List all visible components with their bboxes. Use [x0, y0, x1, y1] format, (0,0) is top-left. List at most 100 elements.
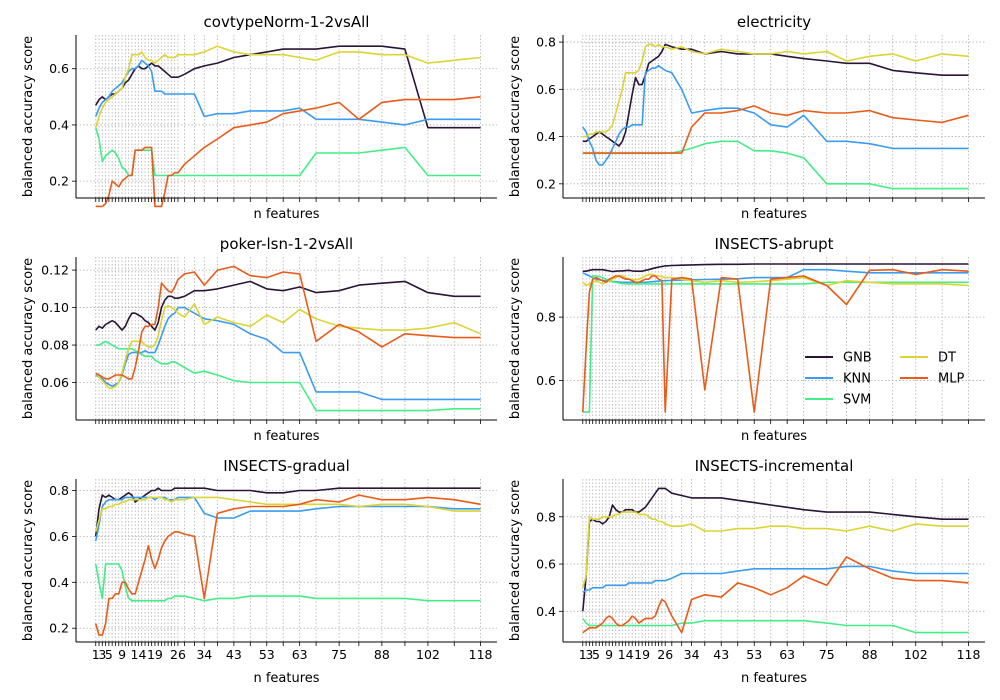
y-tick-label: 0.10: [41, 300, 69, 315]
x-axis-label: n features: [253, 207, 319, 222]
y-axis-label: balanced accuracy score: [508, 480, 523, 641]
y-tick-label: 0.4: [49, 117, 69, 132]
x-tick-label: 3: [98, 647, 106, 662]
x-tick-label: 88: [862, 647, 878, 662]
x-tick-label: 14: [618, 647, 634, 662]
series-line-mlp: [582, 556, 969, 634]
series-line-gnb: [95, 280, 481, 331]
x-tick-label: 1: [579, 647, 587, 662]
y-tick-label: 0.08: [41, 338, 69, 353]
x-tick-label: 53: [259, 647, 275, 662]
y-tick-label: 0.8: [536, 310, 556, 325]
series-line-knn: [94, 59, 481, 126]
y-tick-label: 0.8: [49, 483, 69, 498]
series-line-dt: [94, 496, 481, 533]
series-line-svm: [582, 275, 969, 413]
legend: GNB KNN SVM DT MLP: [805, 351, 964, 408]
series-line-svm: [95, 340, 481, 412]
series-line-gnb: [94, 487, 481, 537]
x-tick-label: 118: [469, 647, 493, 662]
legend-label-svm: SVM: [843, 393, 871, 408]
series-line-gnb: [582, 263, 969, 273]
y-tick-label: 0.6: [49, 529, 69, 544]
x-axis-label: n features: [741, 671, 807, 686]
series-line-knn: [95, 306, 481, 401]
x-tick-label: 14: [131, 647, 147, 662]
x-tick-label: 88: [374, 647, 390, 662]
legend-label-dt: DT: [938, 351, 956, 366]
legend-label-mlp: MLP: [938, 372, 964, 387]
x-axis-label: n features: [741, 429, 807, 444]
series-line-knn: [94, 496, 481, 542]
x-tick-label: 43: [713, 647, 729, 662]
x-tick-label: 75: [819, 647, 835, 662]
x-tick-label: 19: [147, 647, 163, 662]
x-tick-label: 9: [605, 647, 613, 662]
y-tick-label: 0.2: [49, 174, 69, 189]
series-line-gnb: [582, 487, 969, 612]
panel-title: INSECTS-incremental: [695, 457, 854, 475]
y-tick-label: 0.4: [49, 575, 69, 590]
chart-panel-4: 0.6 0.8 INSECTS-abrupt n features balanced a…: [508, 235, 985, 444]
series-line-dt: [582, 511, 969, 588]
chart-panel-3: 0.06 0.08 0.10 0.12 poker-lsn-1-2vsAll n feat…: [21, 235, 497, 444]
x-tick-label: 5: [592, 647, 600, 662]
y-axis-label: balanced accuracy score: [508, 258, 523, 419]
y-tick-label: 0.6: [536, 82, 556, 97]
series-line-svm: [94, 563, 481, 602]
x-axis-label: n features: [253, 671, 319, 686]
y-tick-label: 0.2: [49, 621, 69, 636]
x-axis-label: n features: [253, 429, 319, 444]
y-tick-label: 0.06: [41, 375, 69, 390]
y-tick-label: 0.4: [536, 604, 556, 619]
x-tick-label: 102: [416, 647, 440, 662]
x-tick-label: 5: [105, 647, 113, 662]
y-tick-label: 0.8: [536, 509, 556, 524]
series-line-dt: [95, 302, 481, 389]
panel-title: poker-lsn-1-2vsAll: [220, 235, 353, 253]
chart-panel-6: 135 9 14 19 26 34 43 53 63 75 88 102 118 0.4 0.6 0.8 INS…: [508, 457, 985, 686]
panel-title: INSECTS-gradual: [223, 457, 349, 475]
x-tick-label: 34: [684, 647, 700, 662]
panel-title: INSECTS-abrupt: [714, 235, 833, 253]
y-tick-label: 0.6: [536, 373, 556, 388]
y-axis-label: balanced accuracy score: [21, 258, 36, 419]
x-tick-label: 34: [196, 647, 212, 662]
x-tick-label: 43: [226, 647, 242, 662]
x-tick-label: 63: [779, 647, 795, 662]
panel-title: electricity: [737, 13, 811, 31]
y-tick-label: 0.4: [536, 129, 556, 144]
y-axis-label: balanced accuracy score: [21, 480, 36, 641]
y-tick-label: 0.8: [536, 35, 556, 50]
x-tick-label: 9: [118, 647, 126, 662]
series-line-dt: [94, 45, 481, 128]
legend-label-gnb: GNB: [843, 351, 872, 366]
series-line-gnb: [582, 43, 969, 147]
x-tick-label: 63: [292, 647, 308, 662]
series-line-mlp: [95, 96, 481, 208]
series-line-mlp: [95, 265, 481, 380]
y-tick-label: 0.12: [41, 263, 69, 278]
series-line-knn: [582, 268, 969, 284]
legend-label-knn: KNN: [843, 372, 871, 387]
panel-title: covtypeNorm-1-2vsAll: [204, 13, 370, 31]
x-tick-label: 26: [170, 647, 186, 662]
series-line-svm: [582, 617, 969, 634]
series-line-mlp: [94, 494, 481, 636]
chart-panel-1: 0.2 0.4 0.6 covtypeNorm-1-2vsAll n features b…: [21, 13, 497, 222]
series-line-mlp: [582, 268, 969, 413]
y-axis-label: balanced accuracy score: [508, 36, 523, 197]
series-line-knn: [582, 64, 969, 166]
x-tick-label: 75: [331, 647, 347, 662]
x-tick-label: 3: [585, 647, 593, 662]
series-line-mlp: [582, 105, 969, 154]
y-tick-label: 0.6: [536, 557, 556, 572]
x-tick-label: 26: [657, 647, 673, 662]
chart-panel-2: 0.2 0.4 0.6 0.8 electricity n features balance…: [508, 13, 985, 222]
series-line-svm: [94, 127, 481, 177]
x-tick-label: 118: [957, 647, 981, 662]
series-line-knn: [582, 565, 969, 594]
x-tick-label: 53: [746, 647, 762, 662]
series-line-dt: [582, 43, 969, 138]
